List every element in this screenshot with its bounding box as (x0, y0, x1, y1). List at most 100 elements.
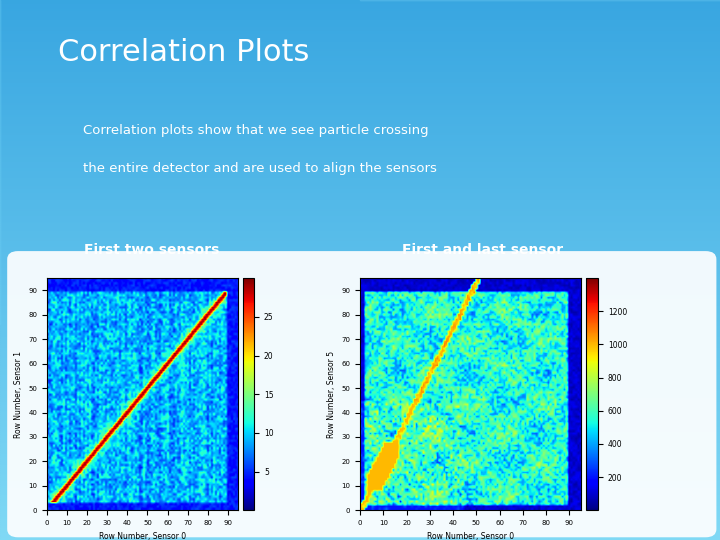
Bar (0, 52, 720, 54)
Text: Correlation plots show that we see particle crossing: Correlation plots show that we see parti… (83, 124, 428, 137)
Bar (0, 43, 720, 45)
Bar (0, 513, 720, 515)
Bar (0, 255, 720, 258)
Bar (0, 501, 720, 502)
Bar (0, 315, 720, 317)
Bar (0, 322, 720, 324)
Bar (0, 524, 720, 525)
Bar (0, 239, 720, 241)
Bar (0, 193, 720, 194)
Bar (0, 351, 720, 353)
Bar (0, 491, 720, 493)
Bar (0, 405, 720, 407)
Bar (0, 371, 720, 373)
X-axis label: Row Number, Sensor 0: Row Number, Sensor 0 (427, 531, 514, 540)
Bar (0, 320, 720, 322)
Bar (0, 178, 720, 180)
Bar (0, 231, 720, 232)
Bar (0, 436, 720, 437)
Bar (0, 187, 720, 189)
Bar (0, 360, 720, 362)
Bar (0, 531, 720, 533)
Bar (0, 205, 720, 207)
Bar (0, 468, 720, 470)
Bar (0, 506, 720, 508)
Bar (0, 308, 720, 309)
Bar (0, 421, 720, 423)
Bar (0, 481, 720, 482)
Bar (0, 336, 720, 339)
Bar (0, 293, 720, 295)
Bar (0, 70, 720, 72)
Bar (0, 77, 720, 79)
Bar (0, 333, 720, 335)
Bar (0, 47, 720, 49)
Bar (0, 383, 720, 385)
Bar (0, 302, 720, 304)
Bar (0, 346, 720, 347)
Bar (0, 72, 720, 74)
Bar (0, 312, 720, 313)
Bar (0, 366, 720, 367)
Bar (0, 313, 720, 315)
Text: the entire detector and are used to align the sensors: the entire detector and are used to alig… (83, 162, 436, 175)
Bar (0, 493, 720, 495)
Bar (0, 198, 720, 200)
FancyBboxPatch shape (7, 251, 716, 537)
Bar (0, 88, 720, 90)
Bar (0, 497, 720, 498)
Bar (0, 29, 720, 31)
Bar (0, 157, 720, 158)
Bar (0, 479, 720, 481)
Bar (0, 158, 720, 160)
Bar (0, 135, 720, 137)
Bar (0, 373, 720, 374)
Bar (0, 115, 720, 117)
Bar (0, 265, 720, 266)
Bar (0, 241, 720, 243)
Bar (0, 49, 720, 50)
Bar (0, 471, 720, 474)
Bar (0, 234, 720, 236)
Bar (0, 528, 720, 529)
Bar (0, 23, 720, 25)
Bar (0, 403, 720, 405)
Bar (0, 90, 720, 92)
Bar (0, 417, 720, 420)
Bar (0, 142, 720, 144)
Bar (0, 160, 720, 162)
Bar (0, 130, 720, 131)
Bar (0, 509, 720, 511)
Text: First two sensors: First two sensors (84, 243, 219, 257)
Bar (0, 214, 720, 216)
Bar (0, 398, 720, 400)
Bar (0, 347, 720, 349)
Bar (0, 448, 720, 450)
Text: First and last sensor: First and last sensor (402, 243, 563, 257)
Bar (0, 292, 720, 293)
Bar (0, 277, 720, 279)
Bar (0, 319, 720, 320)
Bar (0, 201, 720, 204)
Bar (0, 536, 720, 538)
Bar (0, 164, 720, 166)
X-axis label: Row Number, Sensor 0: Row Number, Sensor 0 (99, 531, 186, 540)
Bar (0, 36, 720, 38)
Bar (0, 304, 720, 306)
Bar (0, 180, 720, 182)
Bar (0, 396, 720, 398)
Bar (0, 155, 720, 157)
Bar (0, 515, 720, 517)
Bar (0, 211, 720, 212)
Bar (0, 92, 720, 93)
Bar (0, 463, 720, 464)
Bar (0, 133, 720, 135)
Bar (0, 247, 720, 248)
Bar (0, 204, 720, 205)
Bar (0, 228, 720, 231)
Bar (0, 248, 720, 250)
Bar (0, 151, 720, 153)
Bar (0, 245, 720, 247)
Bar (0, 191, 720, 193)
Bar (0, 517, 720, 518)
